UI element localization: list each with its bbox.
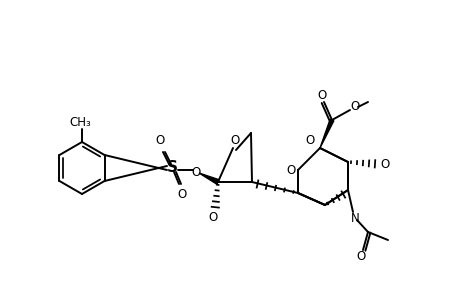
Text: CH₃: CH₃ (69, 116, 91, 128)
Polygon shape (319, 119, 333, 148)
Text: O: O (380, 158, 389, 170)
Text: O: O (155, 134, 164, 148)
Text: O: O (350, 100, 359, 113)
Polygon shape (199, 173, 218, 184)
Text: S: S (166, 160, 177, 175)
Text: O: O (191, 166, 200, 178)
Text: O: O (177, 188, 186, 202)
Text: O: O (230, 134, 239, 148)
Text: N: N (350, 212, 358, 226)
Text: O: O (286, 164, 295, 176)
Text: O: O (208, 212, 217, 224)
Text: O: O (317, 88, 326, 101)
Text: O: O (305, 134, 314, 146)
Text: O: O (356, 250, 365, 263)
